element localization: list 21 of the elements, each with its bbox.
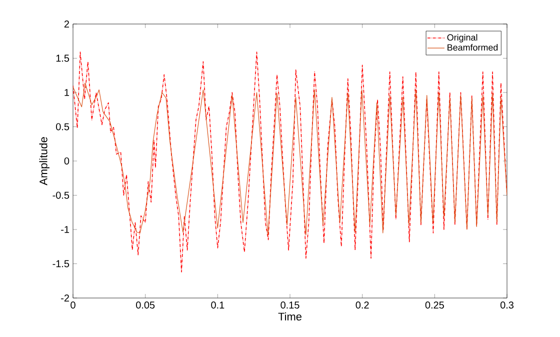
y-tick-label: 0 [64,157,70,165]
y-axis-title: Amplitude [39,137,50,186]
x-tick-label: 0.3 [500,302,514,309]
y-tick-label: 2 [64,20,69,28]
x-tick-label: 0.05 [136,302,155,309]
x-tick-label: 0.15 [280,302,300,309]
x-axis-title: Time [278,312,302,320]
legend-label: Original [447,34,478,42]
y-tick-label: 1.5 [56,54,70,62]
y-tick-label: -2 [61,294,69,302]
x-tick-label: 0.1 [211,302,224,309]
y-tick-label: 0.5 [56,123,70,130]
x-tick-label: 0.2 [356,302,369,309]
y-tick-label: -0.5 [52,192,70,199]
y-tick-label: 1 [64,89,70,96]
legend-label: Beamformed [448,44,498,51]
line-series [73,82,508,236]
x-tick-label: 0 [70,302,76,309]
x-tick-label: 0.25 [425,302,444,309]
y-tick-label: -1 [61,226,70,233]
y-tick-label: -1.5 [52,260,70,268]
